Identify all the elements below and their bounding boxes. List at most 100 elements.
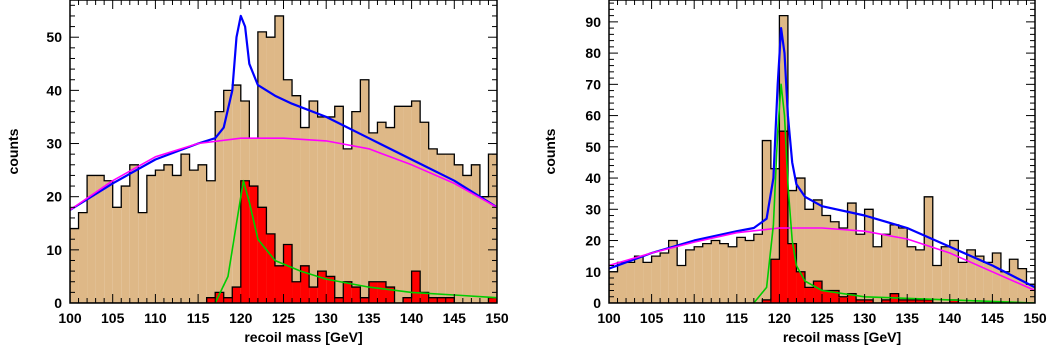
chart-right-total-bar [856,234,865,303]
chart-left-total-bar [326,116,335,303]
chart-right-x-tick-label: 105 [640,310,664,326]
chart-right-x-tick-label: 120 [768,310,792,326]
chart-left-total-bar [300,127,310,303]
chart-left-total-bar [394,106,404,303]
chart-left-x-tick-label: 135 [357,310,381,326]
chart-left-signal-bar [420,292,429,303]
chart-left-total-bar [454,164,463,303]
chart-left-signal-bar [283,244,293,303]
chart-right-total-bar [617,262,627,303]
chart-left-signal-bar [437,297,446,303]
chart-left-total-bar [87,175,96,303]
chart-right-total-bar [626,262,635,303]
chart-right-total-bar [736,237,746,303]
chart-left-plot-area [70,14,497,303]
chart-left-axes: 100 105 110 115 120 125 130 135 140 145 150 0 10 20 30… [46,0,509,326]
chart-right-total-bar [660,253,669,303]
chart-right-total-bar [651,256,661,303]
chart-left-signal-bar [368,281,378,303]
chart-right-signal-bar [796,271,805,303]
chart-left-x-tick-label: 140 [400,310,424,326]
chart-left-total-bar [70,228,79,303]
chart-left-y-tick-label: 10 [46,242,62,258]
chart-left-total-bar [334,106,344,303]
chart-left-y-tick-label: 30 [46,136,62,152]
chart-left-signal-histogram [70,180,497,303]
chart-left-total-bar [274,15,284,303]
chart-left-total-bar [292,95,301,303]
chart-left-total-bar [471,164,480,303]
chart-left-total-bar [121,186,130,303]
chart-right-signal-bar [762,299,771,303]
chart-right-total-bar [992,253,1001,303]
chart-right-background-fit-line [609,227,1035,292]
chart-left-total-bar [403,106,412,303]
chart-right-x-tick-label: 150 [1023,310,1047,326]
chart-right-signal-bar [949,299,959,303]
chart-left-total-bar [146,175,156,303]
chart-left-signal-bar [240,180,250,303]
chart-right-total-fit-line [609,27,1035,289]
chart-right-y-tick-label: 50 [585,139,601,155]
chart-right: 100 105 110 115 120 125 130 135 140 145 150 0 10 20 30… [528,0,1057,362]
chart-left-x-tick-label: 120 [229,310,253,326]
chart-left-signal-bar [343,281,352,303]
chart-left-total-bar [437,154,446,303]
chart-left-total-bar [479,196,489,303]
chart-right-x-tick-label: 145 [981,310,1005,326]
chart-right-y-tick-label: 20 [585,233,601,249]
chart-right-signal-bar [864,299,874,303]
chart-right-axes: 100 105 110 115 120 125 130 135 140 145 150 0 10 20 30… [585,0,1047,326]
chart-left-total-bar [155,170,164,303]
chart-right-total-bar [941,246,950,303]
chart-right-total-bar [753,234,763,303]
chart-right-y-tick-label: 40 [585,170,601,186]
chart-left-total-bar [181,154,190,303]
chart-left-signal-bar [223,297,233,303]
chart-right-x-tick-label: 125 [810,310,834,326]
chart-left-y-axis-title: counts [5,128,21,174]
chart-right-total-outline [609,14,1035,303]
chart-left-total-bar [206,180,216,303]
chart-left-signal-bar [266,233,275,303]
chart-right-x-tick-label: 100 [597,310,621,326]
chart-left-signal-bar [249,186,258,303]
chart-right-svg: 100 105 110 115 120 125 130 135 140 145 150 0 10 20 30… [542,0,1047,345]
chart-right-y-tick-label: 0 [593,295,601,311]
chart-left-x-axis-title: recoil mass [GeV] [244,329,362,345]
chart-left-total-bar [317,116,327,303]
chart-left-total-bar [257,31,267,303]
chart-right-total-bar [924,196,933,303]
chart-right-total-bar [1000,271,1010,303]
chart-left-signal-bar [274,265,284,303]
chart-left-total-bar [385,127,395,303]
chart-right-total-bar [949,240,959,303]
chart-right-total-bar [762,140,771,303]
chart-left-y-tick-label: 20 [46,189,62,205]
chart-left-signal-bar [403,297,412,303]
chart-left-total-bar [232,85,241,303]
chart-left-x-tick-label: 105 [101,310,125,326]
chart-right-total-bar [634,256,644,303]
chart-left-total-bar [129,164,139,303]
chart-left-signal-bar [317,271,327,303]
chart-right-signal-bar [847,293,857,303]
chart-right-y-tick-label: 80 [585,45,601,61]
chart-left-x-tick-label: 145 [443,310,467,326]
chart-left-signal-bar [360,297,369,303]
chart-left-total-bar [411,101,421,303]
chart-left-total-bar [95,175,105,303]
chart-left-total-bar [351,111,361,303]
chart-left-y-tick-label: 40 [46,82,62,98]
chart-right-total-bar [958,262,967,303]
chart-left-total-bar [189,170,199,303]
chart-left-total-bar [198,164,207,303]
chart-right-signal-bar [898,299,908,303]
chart-left-signal-bar [445,297,455,303]
chart-right-total-bar [890,224,899,303]
chart-right-total-bar [915,249,925,303]
chart-right-total-bar [873,246,882,303]
chart-left-signal-bar [377,281,386,303]
chart-right-y-axis-title: counts [542,128,558,174]
chart-left-signal-bar [351,287,361,303]
